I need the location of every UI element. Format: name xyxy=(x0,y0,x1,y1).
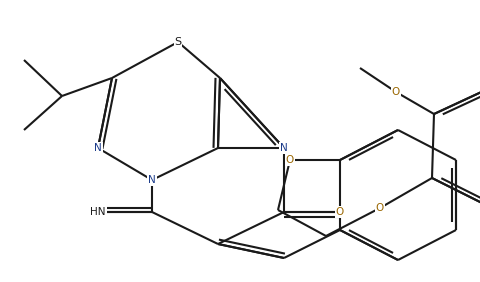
Text: O: O xyxy=(392,87,400,97)
Text: N: N xyxy=(280,143,288,153)
Text: O: O xyxy=(286,155,294,165)
Text: O: O xyxy=(336,207,344,217)
Text: HN: HN xyxy=(90,207,106,217)
Text: S: S xyxy=(174,37,181,47)
Text: N: N xyxy=(94,143,102,153)
Text: N: N xyxy=(148,175,156,185)
Text: O: O xyxy=(376,203,384,213)
